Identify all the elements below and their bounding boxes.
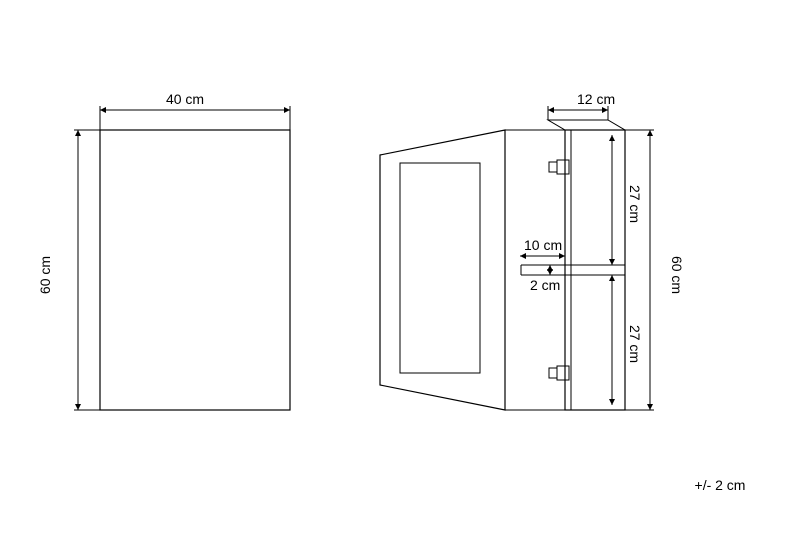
tolerance-label: +/- 2 cm xyxy=(695,477,746,493)
open-view: 12 cm 60 cm 27 cm 27 cm 10 cm 2 cm xyxy=(380,91,685,410)
dim-lower-height: 27 cm xyxy=(612,275,643,405)
dimension-diagram: 40 cm 60 cm xyxy=(0,0,800,533)
label-depth: 12 cm xyxy=(577,91,615,107)
dim-depth: 12 cm xyxy=(548,91,615,120)
label-shelf-depth: 10 cm xyxy=(524,237,562,253)
hinge-lower-icon xyxy=(549,366,569,380)
hinge-upper-icon xyxy=(549,160,569,174)
dim-front-width: 40 cm xyxy=(100,91,290,130)
label-front-width: 40 cm xyxy=(166,91,204,107)
dim-shelf-thickness: 2 cm xyxy=(530,265,560,293)
label-upper-height: 27 cm xyxy=(627,185,643,223)
label-lower-height: 27 cm xyxy=(627,325,643,363)
label-shelf-thick: 2 cm xyxy=(530,277,560,293)
dim-open-height: 60 cm xyxy=(625,130,685,410)
label-open-height: 60 cm xyxy=(669,256,685,294)
front-view: 40 cm 60 cm xyxy=(37,91,290,410)
door-open xyxy=(380,130,565,410)
label-front-height: 60 cm xyxy=(37,256,53,294)
dim-front-height: 60 cm xyxy=(37,130,100,410)
dim-shelf-depth: 10 cm xyxy=(520,237,565,256)
dim-upper-height: 27 cm xyxy=(612,135,643,265)
